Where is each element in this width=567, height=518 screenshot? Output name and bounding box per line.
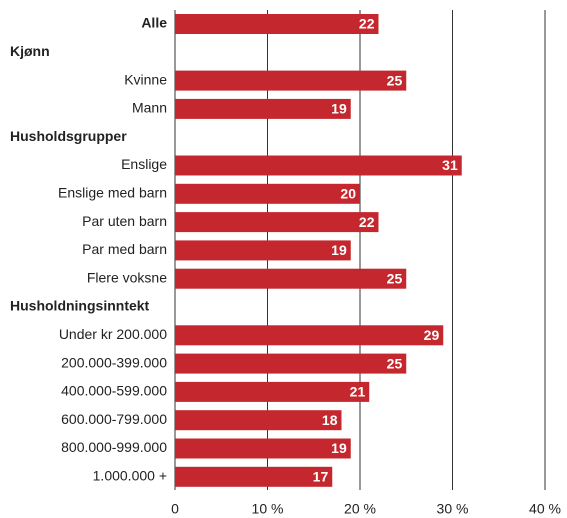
bar <box>175 183 360 204</box>
x-tick-label: 10 % <box>252 501 284 517</box>
bar <box>175 70 407 91</box>
y-tick-label: Par med barn <box>82 241 167 257</box>
y-tick-label: Kvinne <box>124 71 167 87</box>
bar <box>175 410 342 431</box>
y-tick-label: 400.000-599.000 <box>61 383 167 399</box>
bar <box>175 14 379 34</box>
value-label: 22 <box>359 16 375 32</box>
value-label: 22 <box>359 214 375 230</box>
group-header: Husholdningsinntekt <box>10 298 150 314</box>
value-label: 19 <box>331 440 347 456</box>
value-label: 25 <box>387 270 403 286</box>
value-label: 25 <box>387 355 403 371</box>
y-tick-label: 800.000-999.000 <box>61 439 167 455</box>
bar <box>175 212 379 233</box>
bar <box>175 268 407 289</box>
bar <box>175 466 333 487</box>
y-tick-label: Par uten barn <box>82 213 167 229</box>
value-label: 29 <box>424 327 440 343</box>
y-tick-label: 200.000-399.000 <box>61 354 167 370</box>
value-label: 19 <box>331 101 347 117</box>
x-tick-label: 30 % <box>437 501 469 517</box>
value-label: 31 <box>442 157 458 173</box>
y-tick-label: 1.000.000 + <box>93 468 167 484</box>
bar <box>175 98 351 119</box>
y-tick-label: Under kr 200.000 <box>59 326 167 342</box>
bar <box>175 438 351 459</box>
value-label: 25 <box>387 72 403 88</box>
bar <box>175 353 407 374</box>
value-label: 18 <box>322 412 338 428</box>
y-tick-label: Flere voksne <box>87 269 167 285</box>
bar <box>175 155 462 176</box>
value-label: 21 <box>350 384 366 400</box>
value-label: 20 <box>340 186 356 202</box>
value-label: 19 <box>331 242 347 258</box>
bar <box>175 325 444 346</box>
bar <box>175 240 351 261</box>
bar <box>175 381 370 402</box>
group-header: Husholdsgrupper <box>10 128 127 144</box>
y-tick-label: Alle <box>141 15 167 31</box>
group-header: Kjønn <box>10 43 50 59</box>
x-tick-label: 0 <box>171 501 179 517</box>
y-tick-label: 600.000-799.000 <box>61 411 167 427</box>
y-tick-label: Enslige med barn <box>58 185 167 201</box>
x-tick-label: 40 % <box>529 501 561 517</box>
x-tick-label: 20 % <box>344 501 376 517</box>
y-tick-label: Enslige <box>121 156 167 172</box>
value-label: 17 <box>313 469 329 485</box>
y-tick-label: Mann <box>132 100 167 116</box>
